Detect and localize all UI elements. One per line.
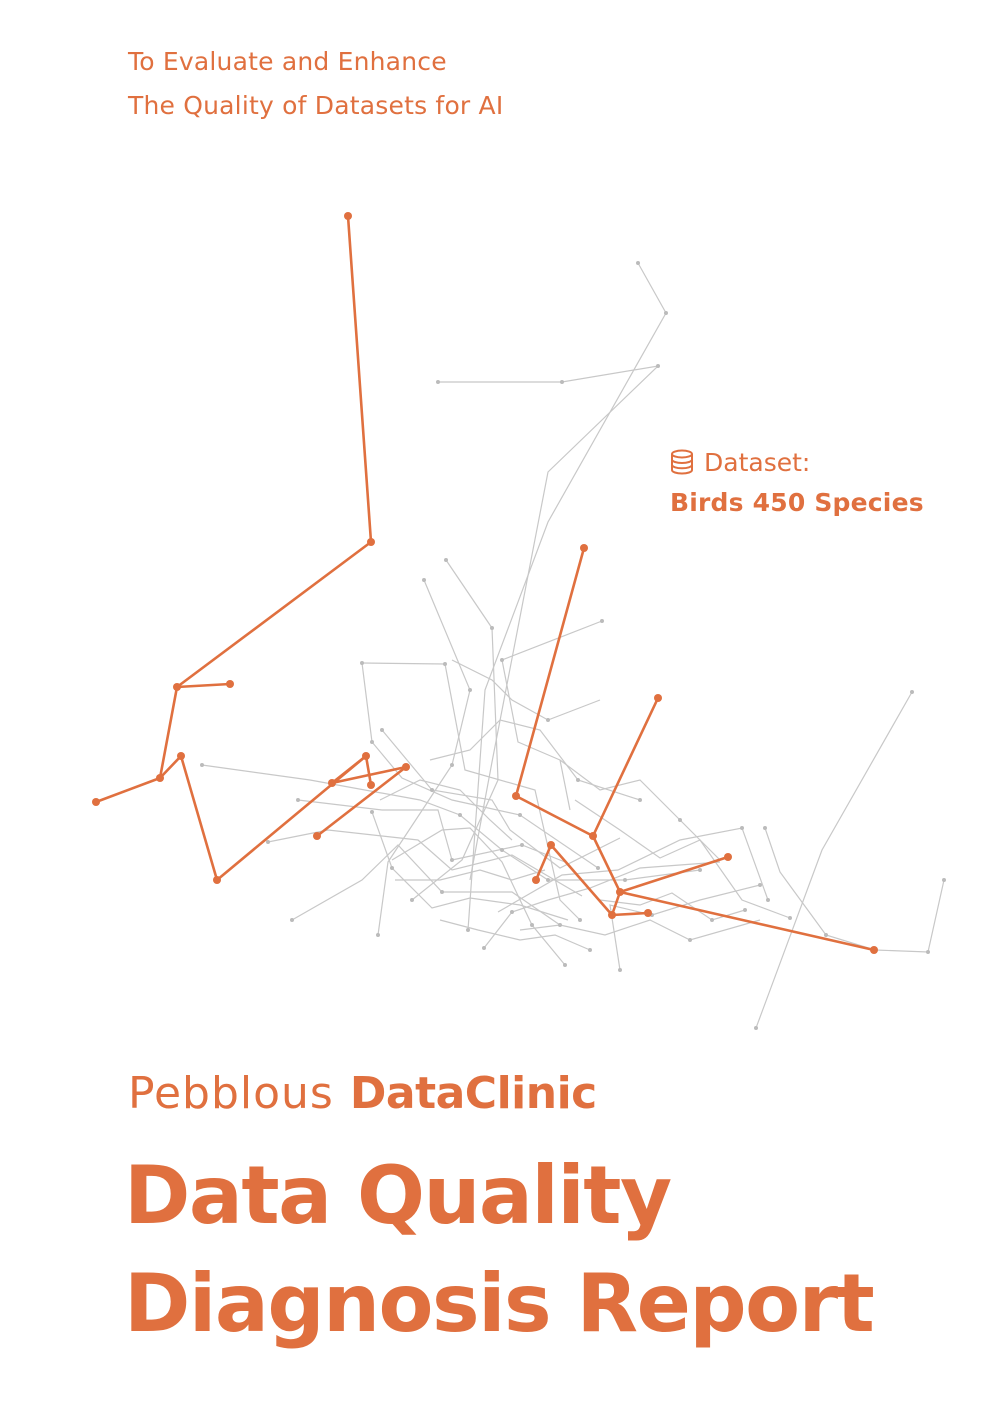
- brand-product: DataClinic: [349, 1068, 597, 1119]
- gray-network: [201, 262, 945, 1029]
- report-title: Data Quality Diagnosis Report: [124, 1142, 875, 1358]
- gray-network-nodes: [200, 261, 946, 1030]
- tagline-line-1: To Evaluate and Enhance: [128, 47, 447, 76]
- brand-company: Pebblous: [128, 1068, 334, 1119]
- orange-network-nodes: [92, 212, 878, 954]
- tagline-line-2: The Quality of Datasets for AI: [128, 91, 504, 120]
- report-title-line-1: Data Quality: [124, 1149, 672, 1242]
- network-illustration: [92, 212, 946, 1030]
- dataset-name: Birds 450 Species: [670, 488, 924, 517]
- dataset-label: Dataset:: [704, 447, 811, 477]
- dataset-info: Dataset: Birds 450 Species: [670, 444, 924, 518]
- database-icon: [671, 449, 693, 475]
- report-title-line-2: Diagnosis Report: [124, 1257, 875, 1350]
- orange-network: [94, 214, 876, 952]
- brand-logo: Pebblous DataClinic: [128, 1064, 597, 1124]
- dataset-label-row: Dataset:: [670, 444, 924, 480]
- tagline: To Evaluate and Enhance The Quality of D…: [128, 40, 503, 128]
